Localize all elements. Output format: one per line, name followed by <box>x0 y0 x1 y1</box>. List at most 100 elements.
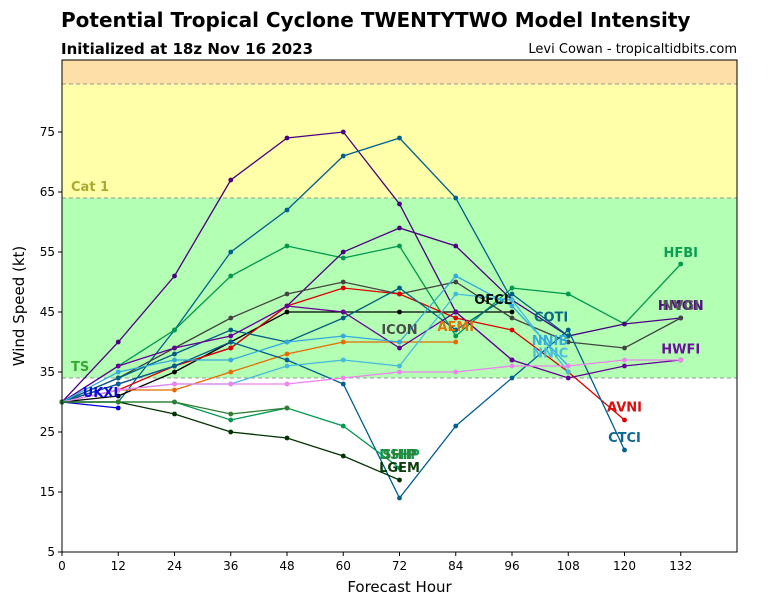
series-point-1-2 <box>172 273 177 279</box>
series-point-9-7 <box>453 423 459 429</box>
series-point-9-9 <box>565 327 571 333</box>
series-point-9-8 <box>509 375 515 381</box>
series-point-15-5 <box>340 423 346 429</box>
series-point-15-3 <box>228 417 234 423</box>
model-label-8: HMON <box>658 299 704 314</box>
band-3 <box>62 60 737 84</box>
series-point-1-6 <box>397 201 402 207</box>
x-tick-label-11: 132 <box>669 559 692 573</box>
series-point-7-4 <box>284 351 290 357</box>
series-point-16-6 <box>397 477 402 483</box>
chart-title: Potential Tropical Cyclone TWENTYTWO Mod… <box>61 8 691 32</box>
series-point-3-8 <box>509 285 515 291</box>
series-point-10-3 <box>228 327 234 333</box>
series-point-7-7 <box>453 339 459 345</box>
series-point-6-3 <box>228 315 234 321</box>
chart-subtitle: Initialized at 18z Nov 16 2023 <box>61 40 314 58</box>
series-point-7-5 <box>340 339 346 345</box>
series-point-16-2 <box>172 411 177 417</box>
model-label-4: COTI <box>534 311 568 326</box>
series-point-14-5 <box>340 375 346 381</box>
model-label-2: ICON <box>381 323 417 338</box>
series-point-12-8 <box>509 303 515 309</box>
series-point-3-6 <box>397 243 402 249</box>
series-point-12-2 <box>172 357 177 363</box>
x-tick-label-4: 48 <box>279 559 294 573</box>
series-point-14-2 <box>172 381 177 387</box>
series-point-3-9 <box>565 291 571 297</box>
series-point-14-7 <box>453 369 459 375</box>
series-point-13-7 <box>453 291 459 297</box>
series-point-12-5 <box>340 333 346 339</box>
series-point-6-7 <box>453 279 459 285</box>
series-point-11-1 <box>115 363 121 369</box>
x-tick-label-5: 60 <box>336 559 351 573</box>
series-point-6-8 <box>509 315 515 321</box>
series-point-13-9 <box>565 369 571 375</box>
series-point-4-10 <box>622 321 627 327</box>
series-point-11-3 <box>228 333 234 339</box>
series-point-12-1 <box>115 369 121 375</box>
series-point-14-9 <box>565 363 571 369</box>
series-point-10-7 <box>453 327 459 333</box>
series-point-12-3 <box>228 357 234 363</box>
series-point-15-6 <box>397 465 402 471</box>
series-point-3-11 <box>678 261 684 267</box>
series-point-10-6 <box>397 285 402 291</box>
series-point-1-3 <box>228 177 234 183</box>
model-label-3: AEMI <box>437 320 474 335</box>
x-tick-label-0: 0 <box>58 559 66 573</box>
series-point-6-5 <box>340 279 346 285</box>
series-point-6-9 <box>565 339 571 345</box>
series-point-11-9 <box>565 375 571 381</box>
x-tick-label-9: 108 <box>557 559 580 573</box>
model-label-10: HWFI <box>661 342 700 357</box>
x-tick-label-8: 96 <box>504 559 519 573</box>
model-series <box>59 129 684 501</box>
band-2 <box>62 84 737 198</box>
model-label-13: DSHP <box>379 448 420 463</box>
y-tick-label-1: 15 <box>40 485 55 499</box>
series-point-8-7 <box>453 315 459 321</box>
series-line-11 <box>61 305 681 403</box>
series-point-2-7 <box>453 195 459 201</box>
series-point-9-4 <box>284 357 290 363</box>
x-axis-label: Forecast Hour <box>347 578 452 596</box>
series-point-11-6 <box>397 345 402 351</box>
series-point-8-8 <box>509 327 515 333</box>
y-tick-label-6: 65 <box>40 185 55 199</box>
model-label-0: UKXI <box>83 386 119 401</box>
model-label-7: HFBI <box>663 246 698 261</box>
series-point-3-5 <box>340 255 346 261</box>
series-point-11-8 <box>509 357 515 363</box>
series-point-5-1 <box>115 393 121 399</box>
series-point-17-1 <box>115 399 121 405</box>
series-point-1-1 <box>115 339 121 345</box>
y-tick-label-3: 35 <box>40 365 55 379</box>
band-0 <box>62 378 737 552</box>
series-point-2-4 <box>284 207 290 213</box>
series-point-8-5 <box>340 285 346 291</box>
series-point-8-6 <box>397 291 402 297</box>
series-point-16-4 <box>284 435 290 441</box>
series-point-2-6 <box>397 135 402 141</box>
model-label-5: NNIB <box>532 334 569 349</box>
series-point-12-7 <box>453 273 459 279</box>
series-point-4-5 <box>340 249 346 255</box>
series-point-1-5 <box>340 129 346 135</box>
series-point-12-6 <box>397 339 402 345</box>
series-line-3 <box>61 245 682 403</box>
series-point-12-4 <box>284 339 290 345</box>
x-tick-label-2: 24 <box>167 559 182 573</box>
x-tick-label-3: 36 <box>223 559 238 573</box>
series-point-11-7 <box>453 309 459 315</box>
y-tick-label-7: 75 <box>40 125 55 139</box>
series-point-14-8 <box>509 363 515 369</box>
x-tick-label-10: 120 <box>613 559 636 573</box>
series-point-13-6 <box>397 363 402 369</box>
series-point-9-6 <box>397 495 402 501</box>
y-axis-label: Wind Speed (kt) <box>10 246 28 367</box>
model-label-6: NNIC <box>532 347 568 362</box>
